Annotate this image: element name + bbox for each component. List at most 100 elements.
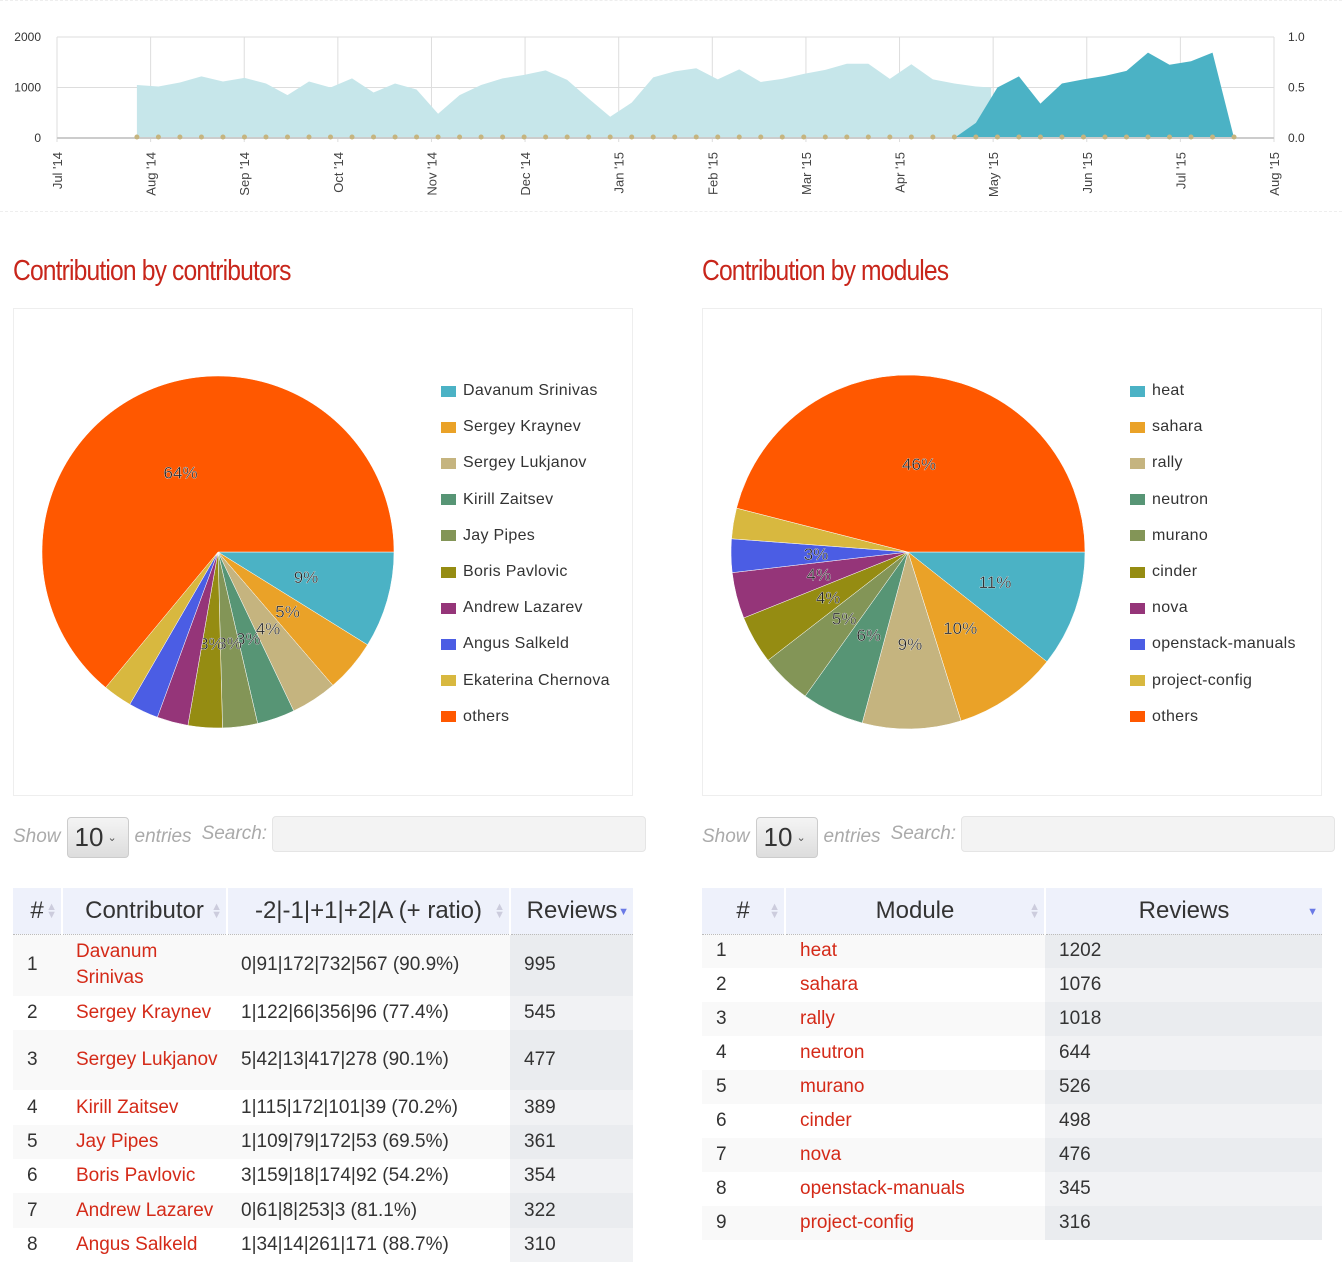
series-marker	[1037, 134, 1043, 140]
series-marker	[908, 134, 914, 140]
legend-item: others	[441, 699, 610, 735]
legend-swatch	[1130, 494, 1145, 506]
contributor-link[interactable]: Sergey Kraynev	[76, 1002, 212, 1023]
pie-slice-davanum-srinivas[interactable]	[217, 551, 395, 646]
pie-slice-heat[interactable]	[907, 551, 1086, 663]
cell-0: 2	[716, 974, 727, 995]
page-length-select[interactable]: 10 ⌄	[755, 816, 818, 858]
table-cell: 644	[1045, 1036, 1322, 1070]
search-input[interactable]	[961, 816, 1336, 852]
table-cell: 0|91|172|732|567 (90.9%)	[227, 934, 510, 996]
contributor-link[interactable]: Angus Salkeld	[76, 1234, 198, 1255]
legend-item: Angus Salkeld	[441, 626, 610, 662]
legend-item: sahara	[1130, 409, 1296, 445]
contributor-link[interactable]: Davanum Srinivas	[76, 941, 158, 989]
legend-label: Sergey Kraynev	[463, 418, 582, 436]
legend-label: openstack-manuals	[1152, 635, 1296, 653]
module-link[interactable]: neutron	[800, 1042, 865, 1063]
search-input[interactable]	[272, 816, 647, 852]
series-marker	[1210, 134, 1216, 140]
table-cell: Kirill Zaitsev	[62, 1090, 227, 1125]
column-header-marks[interactable]: -2|-1|+1|+2|A (+ ratio) ▲ ▼	[226, 888, 510, 935]
pie-slice-sahara[interactable]	[907, 551, 1048, 722]
table-cell: 1018	[1045, 1002, 1322, 1036]
series-marker	[930, 134, 936, 140]
contributor-link[interactable]: Andrew Lazarev	[76, 1199, 214, 1221]
x-tick: Dec '14	[518, 152, 533, 196]
table-cell: 0|61|8|253|3 (81.1%)	[227, 1193, 510, 1228]
table-cell: 5	[13, 1125, 62, 1159]
pie-data-label: 46%	[902, 455, 936, 474]
legend-item: neutron	[1130, 482, 1296, 518]
legend-swatch	[441, 421, 456, 433]
table-cell: Boris Pavlovic	[62, 1159, 227, 1193]
legend-label: cinder	[1152, 563, 1198, 581]
table-cell: murano	[785, 1070, 1045, 1104]
module-link[interactable]: openstack-manuals	[800, 1178, 965, 1199]
pie-slice-rally[interactable]	[861, 551, 962, 730]
contributor-link[interactable]: Jay Pipes	[76, 1131, 159, 1152]
series-marker	[414, 134, 420, 140]
series-marker	[887, 134, 893, 140]
module-link[interactable]: cinder	[800, 1110, 852, 1131]
series-marker	[629, 134, 635, 140]
pie-data-label: 3%	[236, 629, 261, 648]
x-tick: Nov '14	[424, 152, 439, 196]
cell-2: 526	[1059, 1076, 1091, 1097]
cell-0: 3	[27, 1049, 38, 1070]
table-cell: 7	[702, 1138, 785, 1172]
legend-swatch	[1130, 530, 1145, 542]
legend-swatch	[441, 675, 456, 687]
contributor-link[interactable]: Kirill Zaitsev	[76, 1096, 179, 1118]
table-row: 9 project-config 316	[702, 1206, 1322, 1240]
legend-swatch	[1130, 385, 1145, 397]
cell-0: 1	[716, 940, 727, 962]
page-length-select[interactable]: 10 ⌄	[66, 816, 129, 858]
column-header-rank[interactable]: # ▲ ▼	[13, 888, 62, 935]
column-header-contributor[interactable]: Contributor ▲ ▼	[61, 888, 227, 935]
series-marker	[779, 134, 785, 140]
legend-label: murano	[1152, 526, 1209, 544]
cell-0: 2	[27, 1002, 38, 1023]
module-link[interactable]: murano	[800, 1076, 865, 1097]
legend-label: Boris Pavlovic	[463, 563, 568, 581]
column-header-reviews[interactable]: Reviews ▼	[509, 888, 633, 935]
contributors-pie: 9%5%4%3%3%3%64%	[41, 375, 395, 729]
legend-label: Kirill Zaitsev	[463, 490, 554, 508]
module-link[interactable]: sahara	[800, 974, 859, 995]
column-header-reviews[interactable]: Reviews ▼	[1044, 888, 1322, 935]
module-link[interactable]: project-config	[800, 1212, 915, 1233]
table-cell: 361	[510, 1125, 633, 1159]
cell-2: 498	[1059, 1110, 1091, 1131]
column-header-module[interactable]: Module ▲ ▼	[784, 888, 1045, 935]
pie-slice-others[interactable]	[41, 375, 395, 688]
contributor-link[interactable]: Sergey Lukjanov	[76, 1049, 218, 1070]
module-link[interactable]: nova	[800, 1144, 842, 1165]
table-row: 4 neutron 644	[702, 1036, 1322, 1070]
legend-label: Ekaterina Chernova	[463, 671, 610, 689]
table-cell: 1|115|172|101|39 (70.2%)	[227, 1090, 510, 1125]
cell-3: 545	[524, 1002, 556, 1023]
legend-label: heat	[1152, 382, 1185, 400]
series-marker	[1123, 134, 1129, 140]
table-cell: 1076	[1045, 968, 1322, 1002]
contributor-link[interactable]: Boris Pavlovic	[76, 1165, 196, 1186]
column-header-rank[interactable]: # ▲ ▼	[702, 888, 785, 935]
table-cell: 476	[1045, 1138, 1322, 1172]
table-row: 8 Angus Salkeld 1|34|14|261|171 (88.7%) 310	[13, 1228, 633, 1262]
cell-0: 4	[27, 1096, 38, 1118]
table-cell: 545	[510, 996, 633, 1030]
module-link[interactable]: heat	[800, 940, 837, 962]
series-marker	[543, 134, 549, 140]
pie-data-label: 64%	[164, 463, 198, 482]
table-cell: 526	[1045, 1070, 1322, 1104]
contributors-table: # ▲ ▼ Contributor ▲ ▼ -2|-1|+1|+2|A (+ ratio…	[13, 888, 633, 1262]
table-cell: 4	[13, 1090, 62, 1125]
module-link[interactable]: rally	[800, 1008, 835, 1029]
sort-icon: ▲ ▼	[46, 901, 57, 921]
series-marker	[607, 134, 613, 140]
pie-slice-others[interactable]	[736, 374, 1086, 553]
table-cell: 1|34|14|261|171 (88.7%)	[227, 1228, 510, 1262]
series-marker	[844, 134, 850, 140]
legend-swatch	[1130, 421, 1145, 433]
